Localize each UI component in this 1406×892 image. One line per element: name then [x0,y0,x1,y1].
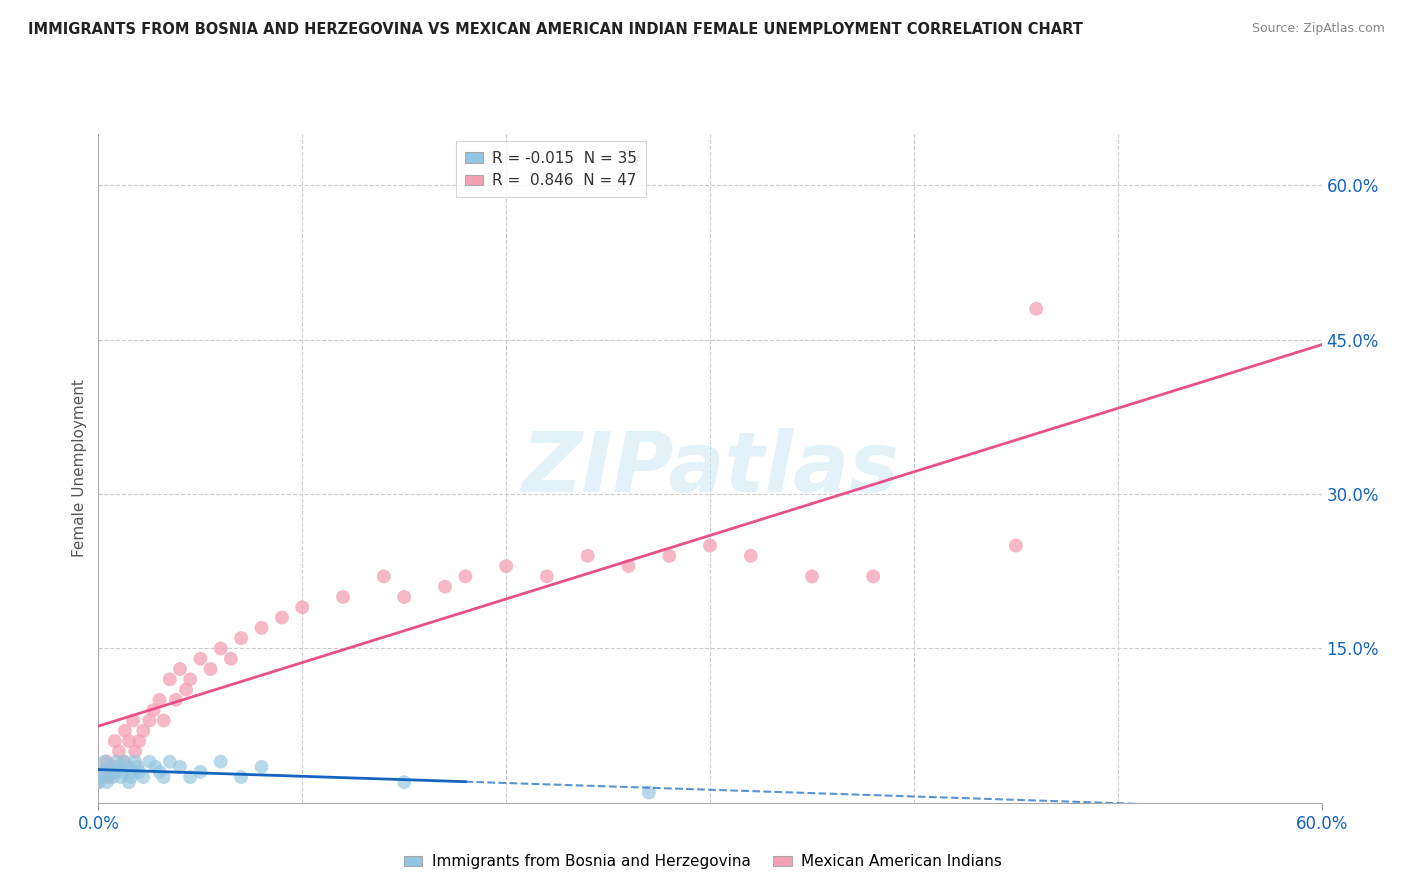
Point [617,559,640,574]
Point [101,760,124,774]
Point [159,755,181,769]
Point [101,770,124,784]
Text: Source: ZipAtlas.com: Source: ZipAtlas.com [1251,22,1385,36]
Point [93,755,115,769]
Point [96,775,118,789]
Point [392,775,416,789]
Point [862,569,884,583]
Point [104,764,127,779]
Point [132,770,155,784]
Point [108,744,131,758]
Point [169,760,191,774]
Point [91,764,114,779]
Point [97,760,120,774]
Point [105,755,128,769]
Point [142,703,165,717]
Point [250,621,273,635]
Text: ZIPatlas: ZIPatlas [522,428,898,508]
Point [495,559,517,574]
Point [373,569,395,583]
Point [658,549,681,563]
Point [188,764,212,779]
Point [111,764,134,779]
Point [118,775,141,789]
Point [169,662,191,676]
Point [699,539,721,553]
Point [188,651,212,665]
Point [114,755,136,769]
Point [114,723,136,738]
Point [138,755,160,769]
Point [111,755,134,769]
Point [87,775,110,789]
Point [434,580,457,594]
Point [124,755,146,769]
Point [89,764,111,779]
Point [536,569,558,583]
Point [122,714,145,728]
Point [110,770,132,784]
Point [392,590,416,604]
Point [145,760,167,774]
Point [138,714,160,728]
Y-axis label: Female Unemployment: Female Unemployment [72,379,87,558]
Legend: R = -0.015  N = 35, R =  0.846  N = 47: R = -0.015 N = 35, R = 0.846 N = 47 [456,142,647,197]
Point [740,549,762,563]
Point [128,734,150,748]
Point [128,764,150,779]
Point [149,764,172,779]
Point [219,651,242,665]
Point [1004,539,1026,553]
Point [108,760,131,774]
Point [152,770,174,784]
Point [96,755,118,769]
Point [179,673,201,687]
Point [454,569,477,583]
Legend: Immigrants from Bosnia and Herzegovina, Mexican American Indians: Immigrants from Bosnia and Herzegovina, … [398,848,1008,875]
Point [209,641,232,656]
Point [576,549,599,563]
Point [270,610,294,624]
Point [91,770,114,784]
Point [87,775,110,789]
Point [97,770,120,784]
Point [115,760,138,774]
Point [104,734,127,748]
Point [638,785,661,799]
Point [174,682,197,697]
Point [127,760,149,774]
Point [149,693,172,707]
Point [100,764,122,779]
Point [124,744,146,758]
Text: IMMIGRANTS FROM BOSNIA AND HERZEGOVINA VS MEXICAN AMERICAN INDIAN FEMALE UNEMPLO: IMMIGRANTS FROM BOSNIA AND HERZEGOVINA V… [28,22,1083,37]
Point [1025,301,1047,316]
Point [159,673,181,687]
Point [801,569,824,583]
Point [120,770,142,784]
Point [231,770,253,784]
Point [179,770,201,784]
Point [165,693,187,707]
Point [200,662,222,676]
Point [231,631,253,645]
Point [291,600,314,615]
Point [209,755,232,769]
Point [132,723,155,738]
Point [332,590,354,604]
Point [118,734,141,748]
Point [250,760,273,774]
Point [122,764,145,779]
Point [152,714,174,728]
